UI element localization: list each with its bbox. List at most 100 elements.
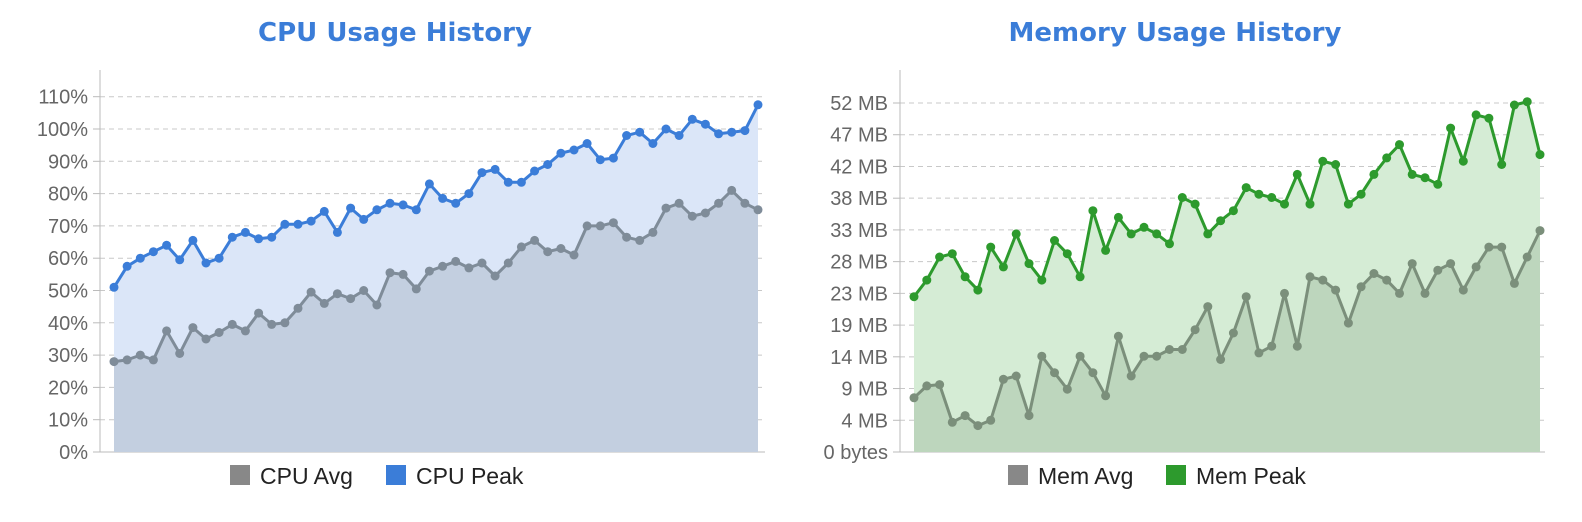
mem-area-avg bbox=[914, 230, 1540, 452]
mem-point-peak bbox=[1382, 153, 1392, 163]
mem-point-peak bbox=[935, 252, 945, 262]
cpu-point-avg bbox=[424, 266, 434, 276]
cpu-point-peak bbox=[385, 198, 395, 208]
cpu-point-peak bbox=[227, 232, 237, 242]
mem-point-avg bbox=[1228, 328, 1238, 338]
mem-ytick-label: 28 MB bbox=[830, 252, 888, 274]
mem-point-peak bbox=[1126, 229, 1136, 239]
mem-ytick-label: 38 MB bbox=[830, 188, 888, 210]
mem-point-avg bbox=[1190, 325, 1200, 335]
cpu-point-peak bbox=[622, 131, 632, 140]
cpu-point-avg bbox=[162, 326, 172, 336]
mem-point-peak bbox=[1254, 189, 1264, 199]
mem-point-peak bbox=[1139, 222, 1149, 232]
mem-point-peak bbox=[1190, 199, 1200, 209]
mem-ytick-label: 23 MB bbox=[830, 283, 888, 305]
cpu-point-avg bbox=[175, 349, 185, 358]
mem-point-peak bbox=[1318, 156, 1328, 166]
cpu-point-peak bbox=[254, 234, 264, 244]
cpu-point-avg bbox=[582, 221, 592, 231]
cpu-point-peak bbox=[582, 139, 592, 148]
cpu-point-avg bbox=[648, 227, 658, 237]
cpu-point-peak bbox=[648, 139, 658, 148]
cpu-point-avg bbox=[240, 326, 250, 336]
mem-point-avg bbox=[1011, 371, 1021, 381]
cpu-point-avg bbox=[477, 258, 487, 268]
cpu-point-avg bbox=[490, 271, 500, 281]
mem-ytick-label: 19 MB bbox=[830, 315, 888, 337]
cpu-point-peak bbox=[148, 247, 158, 257]
mem-ytick-label: 14 MB bbox=[830, 347, 888, 369]
cpu-point-peak bbox=[306, 216, 316, 226]
mem-point-avg bbox=[1407, 259, 1417, 269]
mem-point-peak bbox=[1165, 239, 1174, 249]
mem-point-avg bbox=[1267, 341, 1277, 351]
cpu-point-peak bbox=[700, 119, 710, 129]
mem-point-peak bbox=[1037, 275, 1047, 285]
cpu-point-avg bbox=[569, 250, 579, 260]
cpu-point-avg bbox=[135, 350, 145, 360]
cpu-point-avg bbox=[385, 268, 395, 278]
cpu-point-avg bbox=[148, 355, 158, 365]
cpu-point-avg bbox=[398, 269, 408, 279]
cpu-point-peak bbox=[319, 206, 329, 216]
cpu-point-avg bbox=[727, 185, 737, 195]
mem-point-avg bbox=[1535, 226, 1545, 236]
cpu-point-peak bbox=[293, 219, 303, 229]
mem-point-peak bbox=[1241, 183, 1251, 193]
cpu-point-peak bbox=[240, 227, 250, 237]
cpu-point-avg bbox=[293, 303, 303, 313]
cpu-point-peak bbox=[661, 124, 671, 134]
cpu-ytick-label: 50% bbox=[48, 281, 88, 303]
mem-point-avg bbox=[1497, 242, 1507, 252]
mem-point-avg bbox=[1509, 278, 1519, 288]
mem-point-avg bbox=[1139, 351, 1149, 361]
mem-point-peak bbox=[960, 272, 970, 282]
mem-point-peak bbox=[1267, 193, 1277, 202]
mem-ytick-label: 47 MB bbox=[830, 125, 888, 147]
cpu-point-avg bbox=[280, 318, 290, 328]
mem-point-avg bbox=[1484, 242, 1494, 252]
cpu-point-avg bbox=[201, 334, 211, 344]
cpu-legend-label: CPU Peak bbox=[416, 463, 524, 489]
mem-point-avg bbox=[1152, 351, 1162, 361]
cpu-point-peak bbox=[201, 258, 211, 268]
cpu-point-peak bbox=[346, 203, 356, 213]
mem-point-avg bbox=[1280, 288, 1289, 298]
mem-point-peak bbox=[1484, 113, 1494, 123]
cpu-point-avg bbox=[700, 208, 710, 218]
mem-point-peak bbox=[1458, 156, 1468, 166]
mem-point-avg bbox=[1037, 351, 1047, 361]
mem-point-peak bbox=[1292, 169, 1302, 179]
mem-point-avg bbox=[1343, 318, 1353, 328]
mem-point-peak bbox=[947, 249, 957, 259]
cpu-point-avg bbox=[740, 198, 750, 208]
cpu-point-avg bbox=[714, 198, 724, 208]
mem-point-avg bbox=[1062, 384, 1072, 394]
mem-point-peak bbox=[1075, 272, 1085, 282]
cpu-point-peak bbox=[267, 232, 277, 242]
mem-legend-swatch bbox=[1008, 465, 1028, 485]
mem-point-avg bbox=[1471, 262, 1481, 272]
cpu-point-avg bbox=[254, 308, 264, 318]
cpu-point-peak bbox=[608, 153, 618, 163]
cpu-point-peak bbox=[372, 205, 382, 215]
cpu-point-peak bbox=[753, 100, 763, 110]
cpu-point-peak bbox=[188, 235, 198, 245]
mem-ytick-label: 33 MB bbox=[830, 220, 888, 242]
cpu-point-avg bbox=[346, 294, 356, 304]
cpu-point-peak bbox=[687, 114, 697, 124]
mem-point-avg bbox=[1356, 282, 1366, 292]
mem-point-avg bbox=[1382, 275, 1392, 285]
cpu-point-avg bbox=[753, 205, 763, 215]
mem-ytick-label: 52 MB bbox=[830, 93, 888, 115]
mem-point-peak bbox=[1228, 206, 1238, 216]
cpu-point-avg bbox=[451, 256, 461, 266]
mem-point-avg bbox=[1305, 272, 1315, 282]
mem-point-peak bbox=[1050, 236, 1059, 245]
cpu-point-avg bbox=[359, 286, 369, 295]
cpu-point-avg bbox=[438, 261, 448, 271]
cpu-point-avg bbox=[319, 298, 329, 308]
mem-point-peak bbox=[1088, 206, 1098, 216]
cpu-point-avg bbox=[674, 198, 684, 208]
